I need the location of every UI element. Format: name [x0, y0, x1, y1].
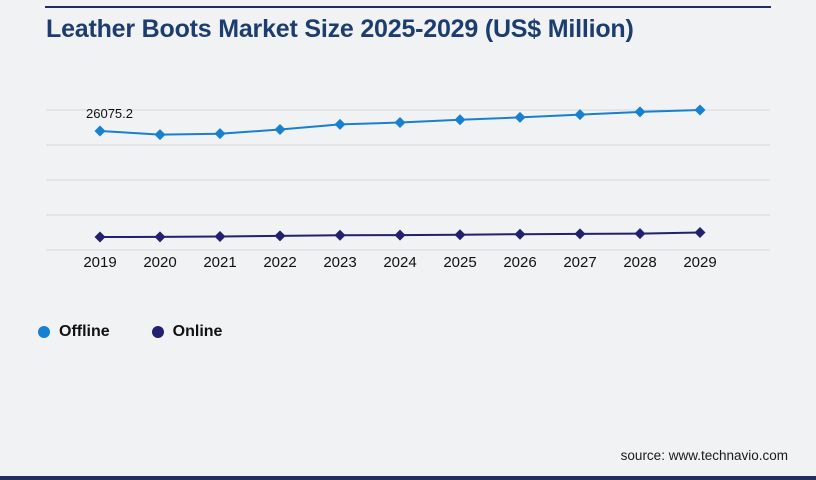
data-point-online-2022: [274, 230, 286, 242]
data-point-offline-2029: [694, 104, 706, 116]
legend-label-online: Online: [172, 323, 223, 340]
legend-item-online: Online: [151, 323, 223, 341]
data-point-online-2028: [634, 228, 646, 240]
offline-series-dot-icon: [38, 326, 50, 338]
line-chart: 2019 2020 2021 2022 2023 2024 2025 2026 2027 2028…: [46, 104, 770, 271]
chart-legend: Offline Online: [38, 323, 222, 341]
data-point-offline-2027: [574, 109, 586, 121]
data-point-online-2021: [214, 231, 226, 243]
top-accent-rule: [45, 6, 771, 8]
x-axis-label-2026: 2026: [503, 254, 536, 271]
bottom-accent-bar: [0, 476, 816, 480]
data-point-offline-2025: [454, 114, 466, 126]
x-axis-label-2025: 2025: [443, 254, 476, 271]
data-point-online-2024: [394, 229, 406, 241]
data-point-offline-2024: [394, 117, 406, 129]
data-point-offline-2021: [214, 128, 226, 140]
x-axis-label-2029: 2029: [683, 254, 716, 271]
data-point-online-2027: [574, 228, 586, 240]
x-axis-label-2024: 2024: [383, 254, 416, 271]
data-point-online-2023: [334, 229, 346, 241]
data-point-offline-2020: [154, 129, 166, 141]
x-axis-label-2019: 2019: [83, 254, 116, 271]
legend-item-offline: Offline: [38, 323, 110, 341]
data-point-offline-2019: [94, 125, 106, 137]
online-series-dot-icon: [151, 326, 164, 338]
data-point-offline-2022: [274, 123, 286, 135]
data-point-online-2019: [94, 231, 106, 243]
data-point-online-2020: [154, 231, 166, 243]
x-axis-label-2023: 2023: [323, 254, 356, 271]
data-point-offline-2023: [334, 118, 346, 130]
data-point-online-2026: [514, 228, 526, 240]
x-axis-label-2028: 2028: [623, 254, 656, 271]
chart-title: Leather Boots Market Size 2025-2029 (US$…: [46, 15, 634, 43]
data-point-online-2025: [454, 229, 466, 241]
data-point-online-2029: [694, 227, 706, 239]
x-axis-label-2022: 2022: [263, 254, 296, 271]
data-point-offline-2026: [514, 111, 526, 123]
legend-label-offline: Offline: [59, 323, 110, 340]
x-axis-label-2027: 2027: [563, 254, 596, 271]
source-attribution: source: www.technavio.com: [620, 448, 788, 463]
data-label-offline-2019: 26075.2: [86, 106, 133, 121]
data-point-offline-2028: [634, 106, 646, 118]
x-axis-label-2020: 2020: [143, 254, 176, 271]
x-axis-label-2021: 2021: [203, 254, 236, 271]
